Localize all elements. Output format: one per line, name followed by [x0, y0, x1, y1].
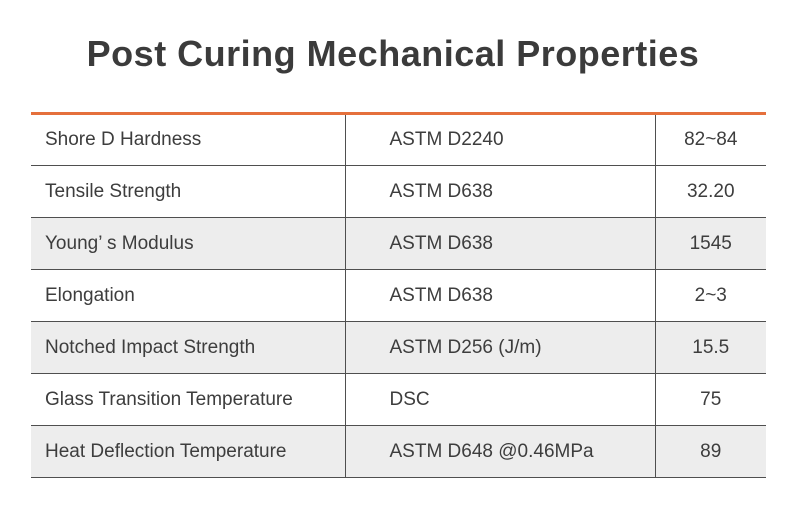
table-row: Young’ s Modulus ASTM D638 1545 [31, 217, 766, 270]
table-row: Shore D Hardness ASTM D2240 82~84 [31, 113, 766, 166]
property-cell: Elongation [45, 284, 135, 306]
standard-cell: ASTM D638 [344, 217, 655, 270]
property-cell: Shore D Hardness [45, 129, 202, 150]
value-cell: 75 [654, 373, 766, 426]
standard-cell: ASTM D2240 [344, 113, 655, 166]
value-cell: 2~3 [654, 269, 766, 322]
property-cell: Tensile Strength [45, 180, 182, 202]
property-cell: Notched Impact Strength [45, 336, 256, 358]
properties-table: Shore D Hardness ASTM D2240 82~84 Tensil… [31, 112, 766, 478]
property-cell: Young’ s Modulus [45, 232, 194, 254]
table-row: Notched Impact Strength ASTM D256 (J/m) … [31, 321, 766, 374]
table-row: Tensile Strength ASTM D638 32.20 [31, 165, 766, 218]
standard-cell: DSC [344, 373, 655, 426]
value-cell: 1545 [654, 217, 766, 270]
property-cell: Heat Deflection Temperature [45, 440, 287, 462]
table-row: Heat Deflection Temperature ASTM D648 @0… [31, 425, 766, 478]
table-row: Glass Transition Temperature DSC 75 [31, 373, 766, 426]
properties-table-body: Shore D Hardness ASTM D2240 82~84 Tensil… [31, 113, 766, 478]
standard-cell: ASTM D648 @0.46MPa [344, 425, 655, 478]
value-cell: 82~84 [654, 113, 766, 166]
standard-cell: ASTM D638 [344, 165, 655, 218]
property-cell: Glass Transition Temperature [45, 388, 293, 410]
table-row: Elongation ASTM D638 2~3 [31, 269, 766, 322]
value-cell: 89 [654, 425, 766, 478]
value-cell: 32.20 [654, 165, 766, 218]
value-cell: 15.5 [654, 321, 766, 374]
standard-cell: ASTM D638 [344, 269, 655, 322]
page-title: Post Curing Mechanical Properties [86, 33, 700, 74]
standard-cell: ASTM D256 (J/m) [344, 321, 655, 374]
